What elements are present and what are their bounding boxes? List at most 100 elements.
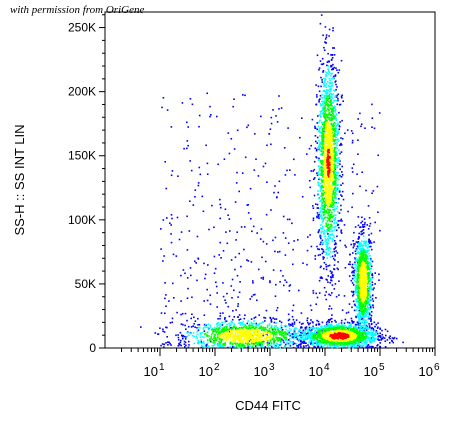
event-dot	[341, 324, 343, 326]
event-dot	[354, 342, 357, 344]
event-dot	[354, 250, 357, 253]
event-dot	[240, 344, 243, 346]
event-dot	[201, 332, 203, 334]
event-dot	[356, 252, 359, 254]
event-dot	[364, 333, 367, 336]
event-dot	[363, 242, 366, 245]
event-dot	[198, 114, 201, 117]
event-dot	[333, 288, 336, 290]
event-dot	[288, 324, 290, 327]
event-dot	[326, 216, 328, 219]
event-dot	[212, 328, 214, 331]
event-dot	[239, 318, 242, 320]
event-dot	[300, 331, 302, 334]
event-dot	[213, 255, 216, 258]
event-dot	[327, 121, 330, 124]
event-dot	[160, 248, 162, 250]
event-dot	[336, 103, 339, 106]
event-dot	[366, 340, 368, 342]
event-dot	[307, 344, 309, 346]
event-dot	[335, 146, 338, 149]
event-dot	[351, 270, 354, 273]
event-dot	[319, 339, 322, 342]
event-dot	[324, 124, 326, 127]
event-dot	[335, 158, 337, 160]
event-dot	[355, 331, 358, 333]
event-dot	[344, 318, 347, 321]
event-dot	[319, 243, 321, 246]
event-dot	[332, 106, 335, 108]
event-dot	[328, 201, 331, 204]
event-dot	[331, 271, 333, 273]
event-dot	[329, 233, 332, 236]
event-dot	[338, 212, 341, 214]
event-dot	[359, 315, 362, 317]
event-dot	[333, 107, 335, 109]
event-dot	[268, 327, 271, 330]
event-dot	[320, 111, 322, 113]
event-dot	[334, 109, 337, 111]
event-dot	[162, 219, 165, 221]
event-dot	[164, 161, 166, 163]
event-dot	[367, 346, 370, 349]
event-dot	[351, 271, 353, 274]
event-dot	[357, 243, 360, 245]
event-dot	[268, 344, 271, 346]
event-dot	[253, 330, 256, 333]
event-dot	[359, 326, 361, 329]
event-dot	[215, 330, 217, 332]
event-dot	[371, 277, 373, 280]
event-dot	[204, 273, 207, 276]
event-dot	[329, 319, 331, 321]
event-dot	[304, 329, 307, 332]
event-dot	[340, 151, 343, 153]
event-dot	[183, 147, 185, 150]
event-dot	[356, 258, 359, 260]
event-dot	[312, 334, 315, 336]
event-dot	[257, 329, 260, 332]
event-dot	[361, 346, 364, 349]
event-dot	[334, 152, 337, 154]
event-dot	[327, 239, 330, 241]
event-dot	[325, 125, 328, 127]
event-dot	[337, 261, 339, 263]
event-dot	[206, 335, 209, 337]
event-dot	[320, 96, 323, 99]
event-dot	[228, 325, 231, 327]
event-dot	[330, 65, 332, 68]
event-dot	[328, 215, 331, 217]
event-dot	[291, 341, 294, 343]
event-dot	[324, 194, 327, 196]
event-dot	[324, 79, 326, 81]
event-dot	[365, 311, 368, 314]
event-dot	[322, 194, 325, 196]
event-dot	[316, 122, 319, 124]
event-dot	[322, 111, 325, 114]
event-dot	[186, 215, 188, 218]
event-dot	[247, 204, 249, 206]
event-dot	[360, 318, 363, 321]
event-dot	[288, 290, 291, 292]
event-dot	[170, 344, 172, 346]
event-dot	[303, 330, 305, 333]
event-dot	[264, 320, 266, 322]
event-dot	[325, 190, 328, 193]
event-dot	[320, 76, 322, 79]
event-dot	[255, 158, 257, 160]
event-dot	[330, 111, 333, 113]
event-dot	[337, 123, 339, 125]
event-dot	[320, 241, 322, 244]
event-dot	[304, 342, 306, 344]
event-dot	[360, 268, 363, 270]
event-dot	[236, 231, 238, 233]
event-dot	[329, 82, 331, 85]
event-dot	[305, 345, 307, 347]
event-dot	[228, 327, 231, 329]
event-dot	[217, 328, 220, 331]
event-dot	[330, 138, 333, 140]
event-dot	[332, 257, 335, 260]
event-dot	[239, 321, 241, 324]
event-dot	[316, 136, 319, 139]
event-dot	[332, 63, 334, 66]
event-dot	[364, 337, 367, 340]
